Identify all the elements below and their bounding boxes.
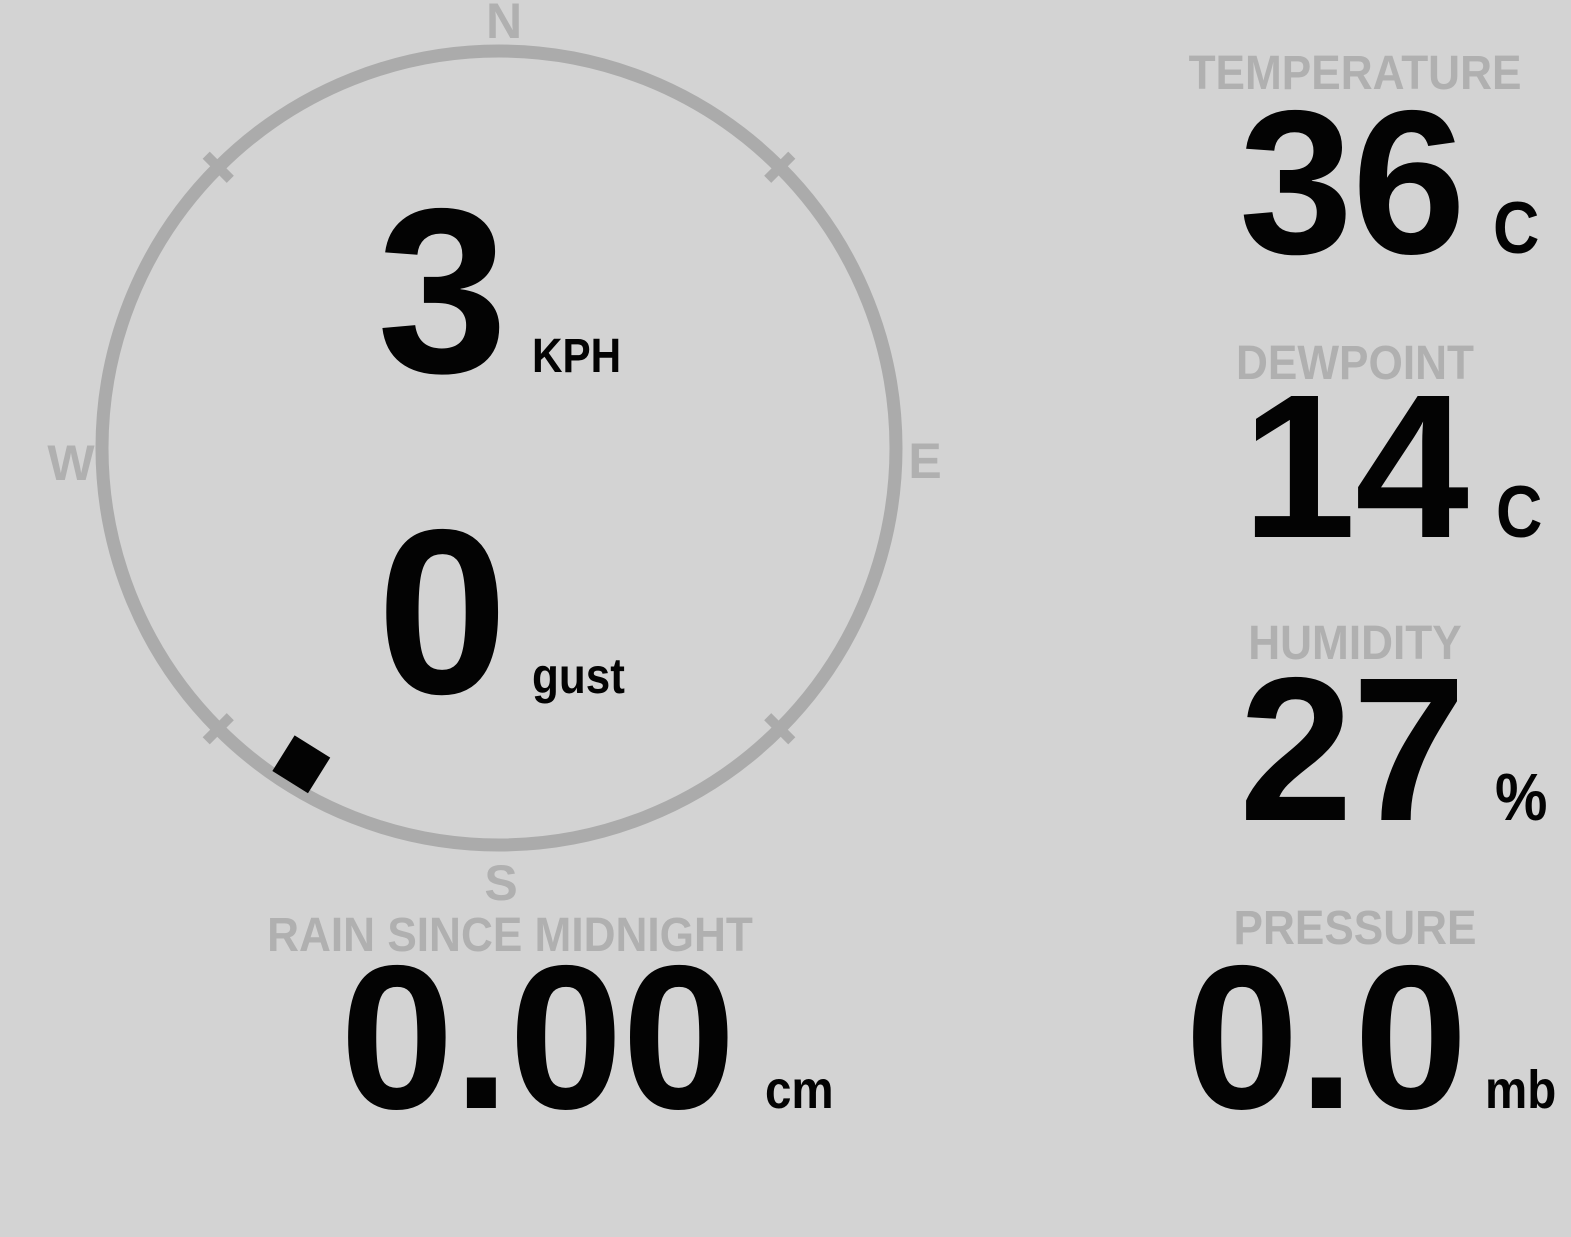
humidity-row: 27 % (1239, 647, 1555, 852)
humidity-value: 27 (1239, 635, 1466, 864)
wind-speed-value: 3 (377, 159, 508, 422)
rain-value: 0.00 (340, 923, 736, 1152)
compass-ticks (202, 151, 796, 745)
wind-gust-value: 0 (377, 480, 508, 743)
temperature-unit: C (1492, 188, 1540, 269)
wind-gust-unit: gust (531, 648, 625, 704)
temperature-value: 36 (1239, 68, 1466, 297)
dewpoint-unit: C (1495, 472, 1543, 553)
compass-tick-se (764, 713, 796, 745)
dewpoint-label: DEWPOINT (1236, 337, 1474, 390)
cardinal-south: S (484, 855, 517, 911)
pressure-row: 0.0 mb (1185, 935, 1566, 1140)
wind-speed-row: 3 KPH (377, 173, 633, 408)
humidity-unit: % (1494, 760, 1548, 835)
pressure-value: 0.0 (1185, 923, 1468, 1152)
temperature-row: 36 C (1239, 80, 1546, 285)
compass-tick-sw (202, 713, 234, 745)
pressure-unit: mb (1484, 1060, 1557, 1120)
wind-gust-row: 0 gust (377, 494, 637, 729)
cardinal-east: E (908, 433, 941, 489)
dewpoint-row: 14 C (1242, 364, 1549, 569)
compass-tick-nw (202, 151, 234, 183)
wind-compass: N E S W (47, 0, 941, 911)
wind-speed-unit: KPH (531, 330, 621, 383)
rain-label: RAIN SINCE MIDNIGHT (267, 909, 753, 962)
cardinal-north: N (486, 0, 522, 49)
rain-row: 0.00 cm (340, 935, 843, 1140)
compass-tick-ne (764, 151, 796, 183)
compass-ring (95, 44, 903, 852)
pressure-label: PRESSURE (1233, 902, 1477, 955)
wind-direction-marker (272, 735, 331, 794)
rain-unit: cm (764, 1060, 834, 1120)
humidity-label: HUMIDITY (1248, 617, 1462, 670)
temperature-label: TEMPERATURE (1188, 47, 1522, 100)
dewpoint-value: 14 (1242, 352, 1469, 581)
cardinal-west: W (47, 435, 95, 491)
